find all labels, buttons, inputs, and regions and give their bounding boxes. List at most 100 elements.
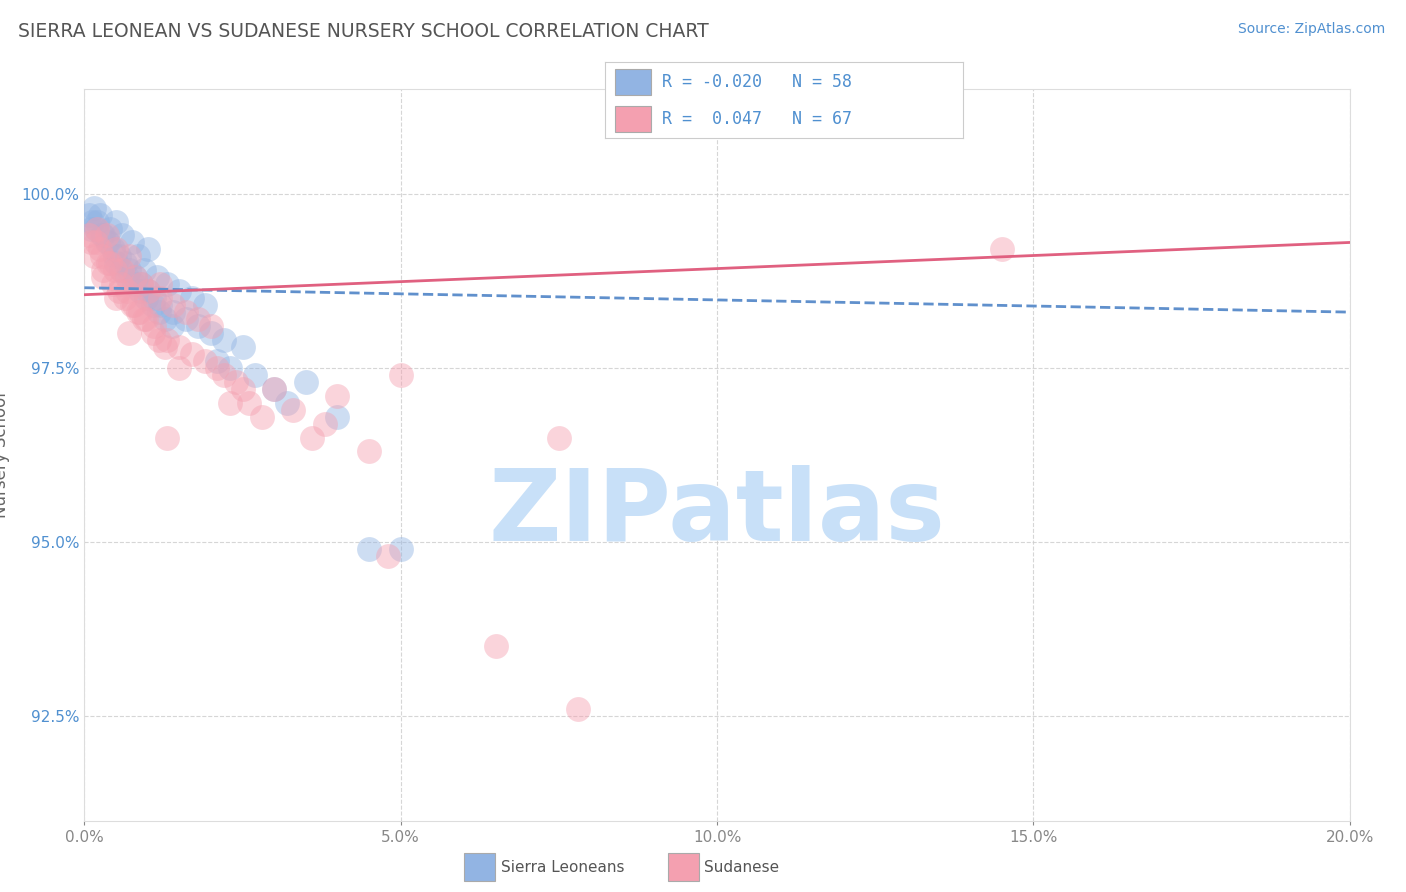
Point	[98, 256, 121, 270]
Point	[105, 256, 127, 270]
Text: Source: ZipAtlas.com: Source: ZipAtlas.com	[1237, 22, 1385, 37]
Point	[162, 305, 184, 319]
Point	[101, 243, 124, 257]
Point	[105, 243, 127, 257]
Point	[114, 256, 136, 270]
Point	[104, 249, 127, 263]
Point	[180, 291, 204, 305]
Point	[86, 214, 108, 228]
Point	[97, 256, 120, 270]
Point	[134, 312, 156, 326]
Point	[110, 263, 132, 277]
Point	[326, 389, 349, 403]
Point	[155, 340, 177, 354]
Point	[142, 326, 165, 340]
Point	[295, 375, 318, 389]
Point	[149, 298, 172, 312]
Point	[136, 243, 159, 257]
Point	[124, 270, 146, 285]
Point	[169, 284, 191, 298]
Point	[212, 368, 235, 382]
Point	[117, 284, 139, 298]
Point	[101, 277, 124, 292]
Point	[136, 284, 159, 298]
Point	[118, 249, 141, 263]
Point	[174, 312, 197, 326]
Point	[80, 214, 103, 228]
Point	[129, 284, 152, 298]
Point	[174, 305, 197, 319]
Point	[169, 340, 191, 354]
Point	[231, 340, 254, 354]
Point	[114, 291, 136, 305]
Point	[314, 417, 336, 431]
Text: Sierra Leoneans: Sierra Leoneans	[501, 860, 624, 874]
Text: ZIPatlas: ZIPatlas	[489, 465, 945, 562]
Point	[86, 221, 108, 235]
Point	[143, 291, 166, 305]
Point	[136, 284, 159, 298]
Point	[79, 228, 101, 243]
Point	[105, 214, 127, 228]
Bar	[616, 105, 651, 132]
Point	[134, 263, 156, 277]
Point	[377, 549, 399, 563]
Point	[991, 243, 1014, 257]
Point	[143, 319, 166, 334]
Point	[79, 235, 103, 250]
Point	[359, 541, 381, 556]
Point	[231, 382, 254, 396]
Point	[146, 270, 169, 285]
Point	[263, 382, 285, 396]
Point	[118, 263, 141, 277]
Point	[219, 395, 242, 409]
Point	[567, 702, 589, 716]
Point	[83, 201, 105, 215]
Point	[389, 368, 412, 382]
Text: Sudanese: Sudanese	[704, 860, 779, 874]
Text: SIERRA LEONEAN VS SUDANESE NURSERY SCHOOL CORRELATION CHART: SIERRA LEONEAN VS SUDANESE NURSERY SCHOO…	[18, 22, 709, 41]
Point	[110, 277, 132, 292]
Point	[117, 270, 139, 285]
Text: R =  0.047   N = 67: R = 0.047 N = 67	[662, 110, 852, 128]
Point	[127, 305, 149, 319]
Point	[83, 249, 105, 263]
Point	[118, 326, 141, 340]
Point	[194, 354, 217, 368]
Point	[148, 333, 170, 347]
Point	[111, 228, 134, 243]
Point	[485, 640, 508, 654]
Point	[91, 249, 114, 263]
Point	[238, 395, 260, 409]
Point	[105, 291, 127, 305]
Point	[121, 235, 143, 250]
Point	[148, 305, 170, 319]
Point	[156, 430, 179, 444]
Point	[212, 333, 235, 347]
Point	[104, 263, 127, 277]
Text: R = -0.020   N = 58: R = -0.020 N = 58	[662, 73, 852, 91]
Point	[156, 333, 179, 347]
Point	[93, 270, 115, 285]
Point	[263, 382, 285, 396]
Point	[79, 221, 103, 235]
Point	[225, 375, 247, 389]
Point	[281, 402, 305, 417]
Point	[108, 284, 131, 298]
Point	[187, 312, 209, 326]
Point	[84, 221, 107, 235]
Point	[149, 291, 172, 305]
Point	[111, 263, 134, 277]
Point	[149, 277, 172, 292]
Point	[122, 277, 145, 292]
Point	[359, 444, 381, 458]
Point	[180, 347, 204, 361]
Point	[219, 360, 242, 375]
Point	[326, 409, 349, 424]
Point	[169, 360, 191, 375]
Point	[96, 228, 118, 243]
Point	[91, 228, 114, 243]
Point	[121, 298, 143, 312]
Point	[97, 235, 120, 250]
Point	[200, 319, 222, 334]
